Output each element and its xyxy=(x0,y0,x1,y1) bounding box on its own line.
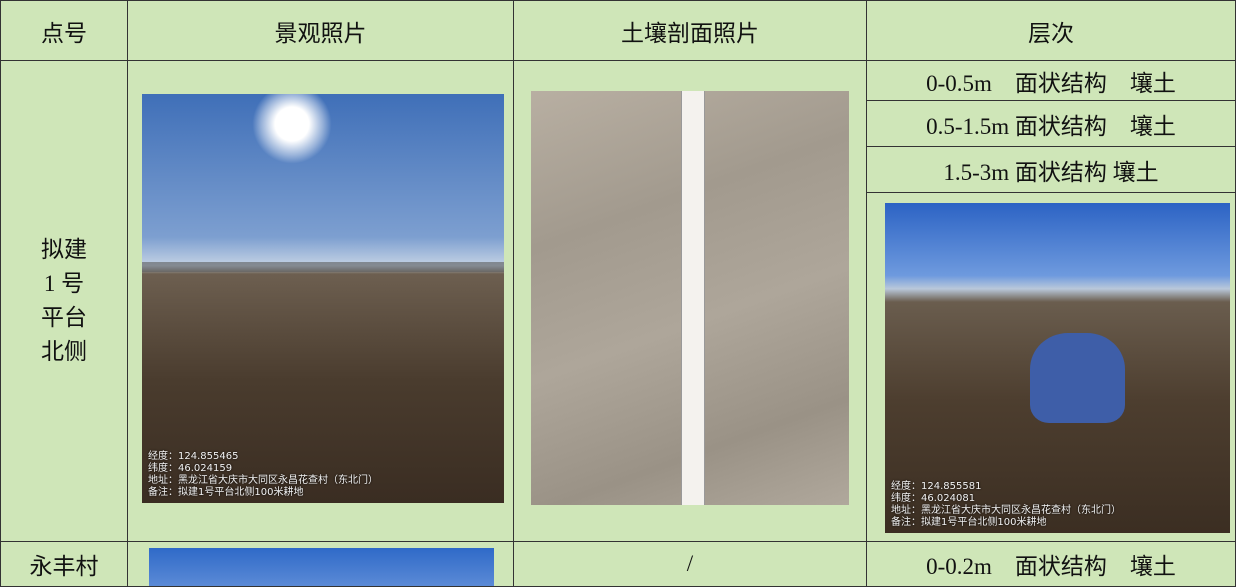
caption-line: 备注：拟建1号平台北侧100米耕地 xyxy=(148,487,304,498)
header-cell: 土壤剖面照片 xyxy=(513,0,867,61)
layer-cell: 0.5-1.5m 面状结构 壤土 xyxy=(866,100,1236,147)
field-photo: 经度：124.855581 纬度：46.024081 地址：黑龙江省大庆市大同区… xyxy=(885,203,1230,533)
header-cell: 点号 xyxy=(0,0,128,61)
caption-line: 经度：124.855581 xyxy=(891,481,982,492)
caption-line: 经度：124.855465 xyxy=(148,451,239,462)
point-label: 拟建 1 号平台北侧 xyxy=(41,237,87,364)
layer-cell: 0-0.2m 面状结构 壤土 xyxy=(866,541,1236,587)
header-cell: 景观照片 xyxy=(127,0,514,61)
caption-line: 地址：黑龙江省大庆市大同区永昌花查村（东北门） xyxy=(891,505,1121,516)
caption-line: 纬度：46.024081 xyxy=(891,493,976,504)
layer-cell: 1.5-3m 面状结构 壤土 xyxy=(866,146,1236,193)
layer-cell: 0-0.5m 面状结构 壤土 xyxy=(866,60,1236,101)
photo-caption: 经度：124.855581 纬度：46.024081 地址：黑龙江省大庆市大同区… xyxy=(891,481,1121,529)
profile-cell: / xyxy=(513,541,867,587)
caption-line: 纬度：46.024159 xyxy=(148,463,233,474)
soil-profile-photo xyxy=(531,91,849,505)
point-cell: 永丰村 xyxy=(0,541,128,587)
header-cell: 层次 xyxy=(866,0,1236,61)
landscape-photo xyxy=(149,548,494,586)
caption-line: 备注：拟建1号平台北侧100米耕地 xyxy=(891,517,1047,528)
caption-line: 地址：黑龙江省大庆市大同区永昌花查村（东北门） xyxy=(148,475,378,486)
landscape-photo: 经度：124.855465 纬度：46.024159 地址：黑龙江省大庆市大同区… xyxy=(142,94,504,503)
point-cell: 拟建 1 号平台北侧 xyxy=(0,60,128,542)
photo-caption: 经度：124.855465 纬度：46.024159 地址：黑龙江省大庆市大同区… xyxy=(148,451,378,499)
